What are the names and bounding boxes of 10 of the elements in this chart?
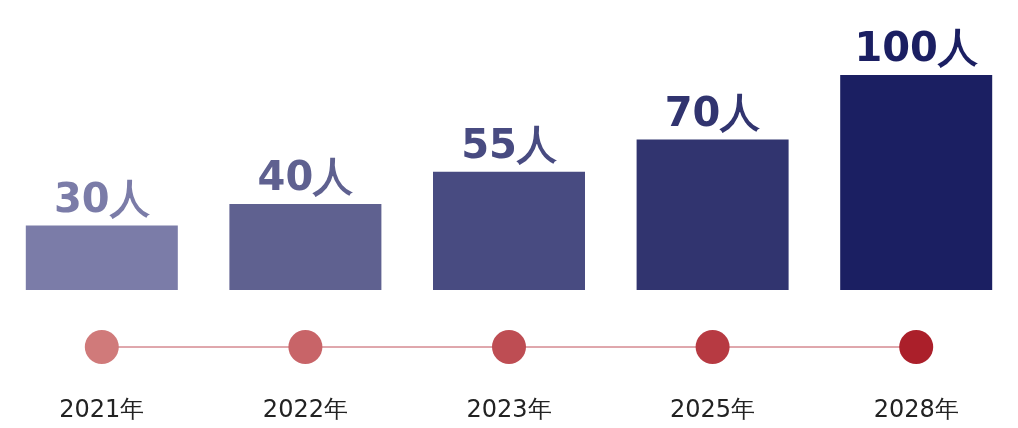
x-tick-label: 2023年 [466,395,552,423]
data-label: 40人 [257,153,355,199]
x-tick-label: 2022年 [262,395,348,423]
x-tick-label: 2025年 [670,395,756,423]
data-label: 70人 [664,88,762,135]
x-tick-label: 2028年 [873,395,959,423]
data-label: 100人 [854,24,979,70]
data-label: 30人 [53,174,151,221]
x-tick-label: 2021年 [59,395,145,423]
data-label: 55人 [461,120,558,167]
